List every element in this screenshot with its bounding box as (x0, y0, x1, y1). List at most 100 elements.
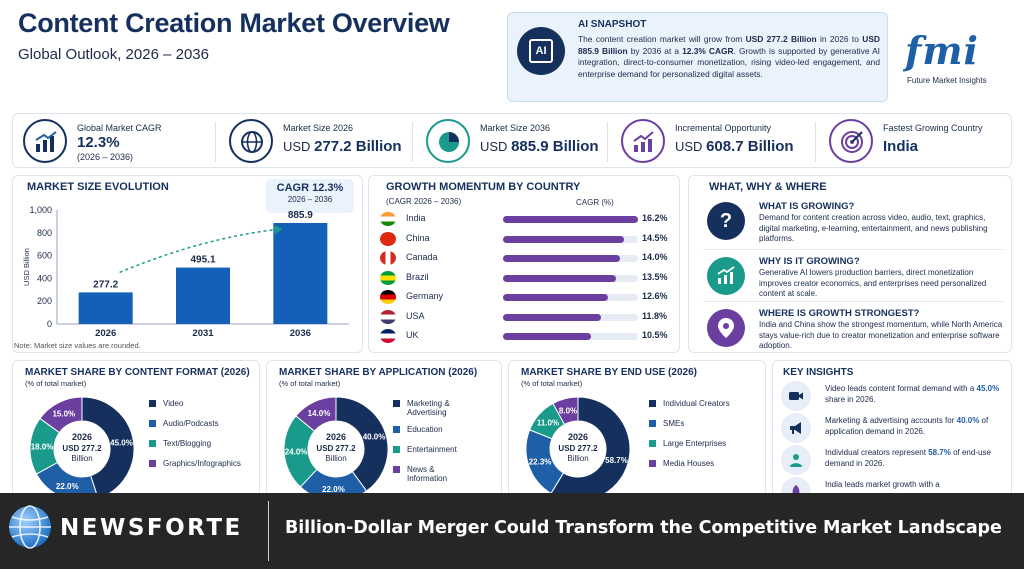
donut-slice-3 (39, 396, 83, 434)
key-insight-text: Marketing & advertising accounts for 40.… (825, 416, 1005, 437)
legend-label: Media Houses (663, 459, 715, 468)
donut-center-unit: Billion (325, 454, 346, 463)
text-part: by 2036 at a (627, 45, 683, 56)
growth-momentum-column-head: CAGR (%) (576, 198, 614, 207)
text-part: USD 885.9 Billion (578, 34, 880, 56)
growth-momentum-sub: (CAGR 2026 – 2036) (386, 197, 462, 206)
text-part: USD 277.2 Billion (745, 34, 817, 44)
x-tick-label: 2036 (290, 328, 311, 339)
legend-label: Text/Blogging (163, 439, 212, 448)
kpi-separator (412, 122, 413, 162)
ai-snapshot-title: AI SNAPSHOT (578, 19, 647, 30)
cagr-bar-track (503, 274, 638, 282)
text-part: The content creation market will grow fr… (578, 34, 746, 44)
www-heading: WHERE IS GROWTH STRONGEST? (759, 308, 920, 319)
kpi-strip: Global Market CAGR 12.3% (2026 – 2036) Mark… (12, 113, 1012, 168)
cagr-bar-usa (503, 313, 602, 321)
cagr-value: 16.2% (642, 213, 668, 223)
trend-arrowhead (274, 225, 283, 236)
text-part: of end-use demand in 2026. (825, 448, 991, 468)
www-heading: WHY IS IT GROWING? (759, 256, 860, 267)
fmi-logo: fmi Future Market Insights (905, 28, 1013, 88)
kpi-label: Fastest Growing Country (883, 123, 983, 133)
newsforte-brand[interactable]: NEWSFORTE (60, 515, 243, 541)
cagr-value: 14.5% (642, 232, 668, 243)
legend-swatch (393, 400, 400, 407)
cagr-bar-uk (503, 333, 591, 340)
country-row-brazil: Brazil 13.5% (380, 270, 678, 285)
kpi-value-number: 885.9 Billion (511, 138, 599, 155)
kpi-value: USD 608.7 Billion (675, 138, 794, 155)
key-insight-item: Individual creators represent 58.7% of e… (781, 445, 1009, 475)
legend-swatch (649, 440, 656, 447)
donut-slice-label: 22.0% (56, 482, 79, 491)
footer-headline[interactable]: Billion-Dollar Merger Could Transform th… (285, 518, 1002, 538)
legend-swatch (393, 466, 400, 473)
donut-slice-3 (295, 396, 337, 432)
www-item: ? WHAT IS GROWING? Demand for content crea… (703, 198, 1008, 248)
trend-up-icon (621, 119, 665, 163)
legend-swatch (649, 460, 656, 467)
bar-data-label: 495.1 (190, 255, 215, 266)
x-tick-label: 2031 (192, 328, 214, 339)
bar-2026 (78, 292, 133, 324)
country-name: USA (406, 310, 425, 321)
growth-momentum-title: GROWTH MOMENTUM BY COUNTRY (386, 181, 581, 193)
donut-slice-label: 14.0% (308, 409, 331, 418)
donut-slice-0 (335, 396, 389, 492)
donut-legend: Marketing & Advertising Education Entertai… (393, 399, 473, 491)
donut-slice-label: 22.0% (322, 485, 345, 494)
donut-slice-label: 45.0% (110, 439, 133, 448)
donut-panel: MARKET SHARE BY END USE (2026) (% of tota… (508, 360, 766, 501)
donut-title: MARKET SHARE BY END USE (2026) (521, 367, 697, 378)
donut-sub: (% of total market) (279, 379, 341, 388)
legend-label: Individual Creators (663, 399, 730, 408)
text-part: India leads market growth with a (825, 480, 940, 489)
y-tick-label: 800 (37, 228, 52, 238)
fmi-logo-letters: fmi (905, 28, 979, 73)
market-size-evolution-title: MARKET SIZE EVOLUTION (27, 181, 169, 193)
globe-icon (229, 119, 273, 163)
cagr-bar-germany (503, 294, 608, 301)
bar-data-label: 885.9 (288, 210, 313, 221)
donut-hole (309, 422, 363, 476)
donut-legend: Video Audio/Podcasts Text/Blogging Graphics… (149, 399, 241, 479)
flag-germany-icon (380, 290, 396, 304)
donut-center-year: 2026 (568, 432, 588, 442)
country-name: Brazil (406, 271, 429, 282)
cagr-bar-track (503, 255, 638, 262)
location-pin-icon (707, 309, 745, 347)
page-subtitle: Global Outlook, 2026 – 2036 (18, 46, 209, 63)
kpi-separator (607, 122, 608, 162)
kpi-card: Market Size 2036 USD 885.9 Billion (416, 114, 611, 169)
growth-momentum-panel: GROWTH MOMENTUM BY COUNTRY (CAGR 2026 – … (368, 175, 680, 353)
y-tick-label: 400 (37, 273, 52, 283)
country-row-india: India 16.2% (380, 212, 678, 226)
cagr-bar-track (503, 216, 638, 223)
country-name: India (406, 213, 426, 223)
legend-item: Text/Blogging (149, 439, 241, 459)
kpi-label: Incremental Opportunity (675, 123, 772, 133)
text-part: Video leads content format demand with a (825, 384, 977, 393)
donut-slice-label: 8.0% (559, 406, 577, 415)
cagr-badge-sub: 2026 – 2036 (287, 195, 333, 204)
legend-item: Education (393, 425, 473, 445)
bar-2036 (273, 223, 328, 324)
cagr-value: 11.8% (642, 310, 668, 321)
cagr-bar-brazil (503, 274, 616, 282)
kpi-value: India (883, 138, 918, 155)
country-row-canada: Canada 14.0% (380, 251, 678, 265)
flag-canada-icon (380, 251, 396, 265)
bar-data-label: 277.2 (93, 279, 118, 290)
legend-item: Video (149, 399, 241, 419)
key-insight-text: Individual creators represent 58.7% of e… (825, 448, 1005, 469)
flag-uk-icon (380, 329, 396, 343)
pie-icon (426, 119, 470, 163)
www-heading: WHAT IS GROWING? (759, 201, 855, 212)
legend-swatch (149, 460, 156, 467)
kpi-value: 12.3% (77, 134, 120, 151)
donut-center-unit: Billion (71, 454, 92, 463)
text-part: 58.7% (928, 448, 951, 457)
kpi-label: Market Size 2036 (480, 123, 551, 133)
what-why-where-title: WHAT, WHY & WHERE (709, 181, 827, 193)
